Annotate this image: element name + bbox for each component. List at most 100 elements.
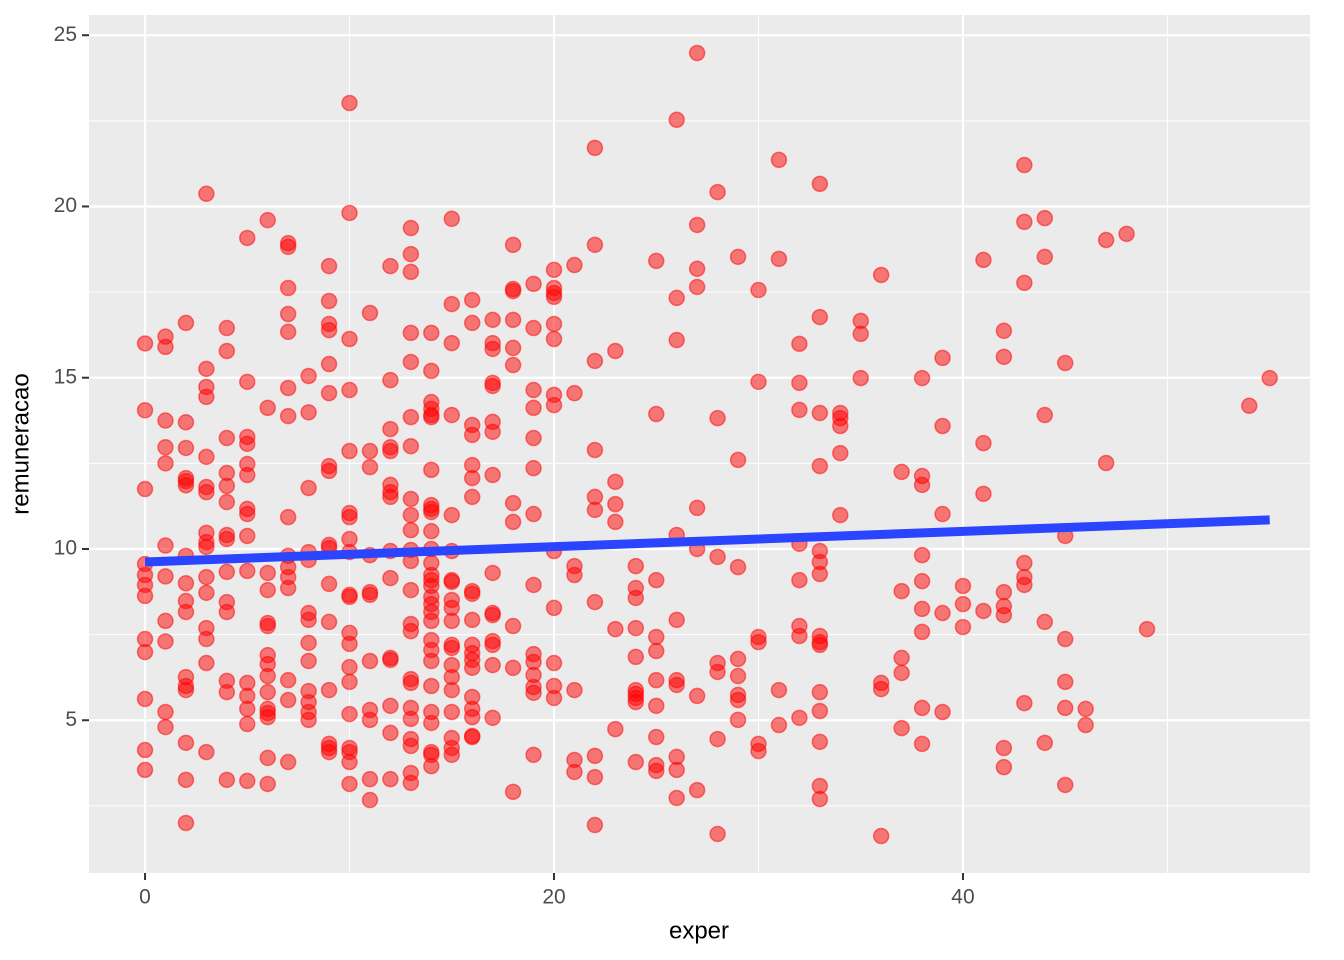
point [423, 362, 440, 380]
y-tick-label: 25 [54, 23, 77, 46]
point [913, 476, 931, 494]
point [525, 319, 542, 337]
point [157, 612, 174, 630]
point [791, 401, 808, 419]
point [709, 825, 726, 843]
point [402, 408, 420, 426]
point [545, 261, 563, 279]
point [402, 737, 420, 755]
point [1036, 406, 1054, 424]
point [1097, 231, 1115, 249]
point [136, 335, 154, 352]
point [954, 618, 972, 636]
point [279, 407, 297, 425]
point [463, 469, 481, 487]
point [177, 574, 195, 592]
point [239, 715, 256, 733]
point [975, 602, 992, 620]
point [341, 508, 358, 526]
point [504, 339, 522, 357]
point [443, 506, 461, 524]
point [729, 667, 747, 685]
point [709, 663, 726, 681]
point [688, 781, 706, 799]
point [218, 563, 236, 581]
point [627, 557, 645, 575]
point [177, 314, 195, 332]
point [443, 210, 461, 228]
point [504, 311, 522, 329]
point [177, 681, 195, 699]
point [402, 490, 420, 508]
point [586, 593, 604, 611]
point [484, 466, 501, 484]
point [341, 775, 358, 793]
point [1016, 274, 1033, 292]
point [525, 381, 542, 399]
point [1016, 554, 1033, 572]
point [913, 600, 931, 618]
point [811, 457, 829, 475]
point [1056, 699, 1074, 717]
point [995, 739, 1013, 757]
point [811, 683, 829, 701]
point [607, 495, 624, 513]
point [423, 522, 440, 540]
point [361, 586, 379, 604]
point [791, 709, 808, 727]
point [832, 506, 849, 524]
point [402, 245, 420, 263]
point [279, 305, 297, 323]
x-axis-title: exper [669, 917, 729, 944]
point [484, 377, 501, 395]
point [1016, 576, 1033, 594]
point [586, 236, 604, 254]
point [382, 257, 399, 275]
point [239, 373, 256, 391]
point [218, 683, 236, 701]
point [729, 650, 747, 668]
point [198, 743, 215, 761]
point [688, 687, 706, 705]
point [443, 681, 461, 699]
point [750, 281, 767, 299]
point [1016, 156, 1033, 174]
point [688, 499, 706, 517]
point [668, 611, 685, 629]
point [259, 708, 276, 726]
point [750, 633, 767, 651]
point [1016, 694, 1033, 712]
point [586, 501, 604, 519]
point [300, 711, 317, 729]
point [320, 292, 338, 310]
point [811, 308, 829, 326]
point [668, 676, 685, 694]
point [1036, 613, 1054, 631]
point [893, 719, 910, 737]
point [648, 642, 665, 660]
point [525, 576, 542, 594]
point [443, 406, 461, 424]
point [443, 639, 461, 657]
point [279, 579, 297, 597]
point [709, 409, 726, 427]
point [463, 708, 481, 726]
point [750, 373, 767, 391]
point [688, 44, 706, 62]
point [995, 348, 1013, 366]
point [791, 571, 808, 589]
point [954, 595, 972, 613]
point [423, 757, 440, 775]
y-tick-label: 10 [54, 537, 77, 560]
point [382, 770, 399, 788]
point [1077, 700, 1094, 718]
point [320, 257, 338, 275]
x-tick-label: 0 [139, 886, 151, 909]
point [320, 384, 338, 402]
point [259, 211, 276, 229]
point [177, 734, 195, 752]
point [198, 568, 215, 586]
point [157, 568, 174, 585]
point [136, 402, 154, 419]
